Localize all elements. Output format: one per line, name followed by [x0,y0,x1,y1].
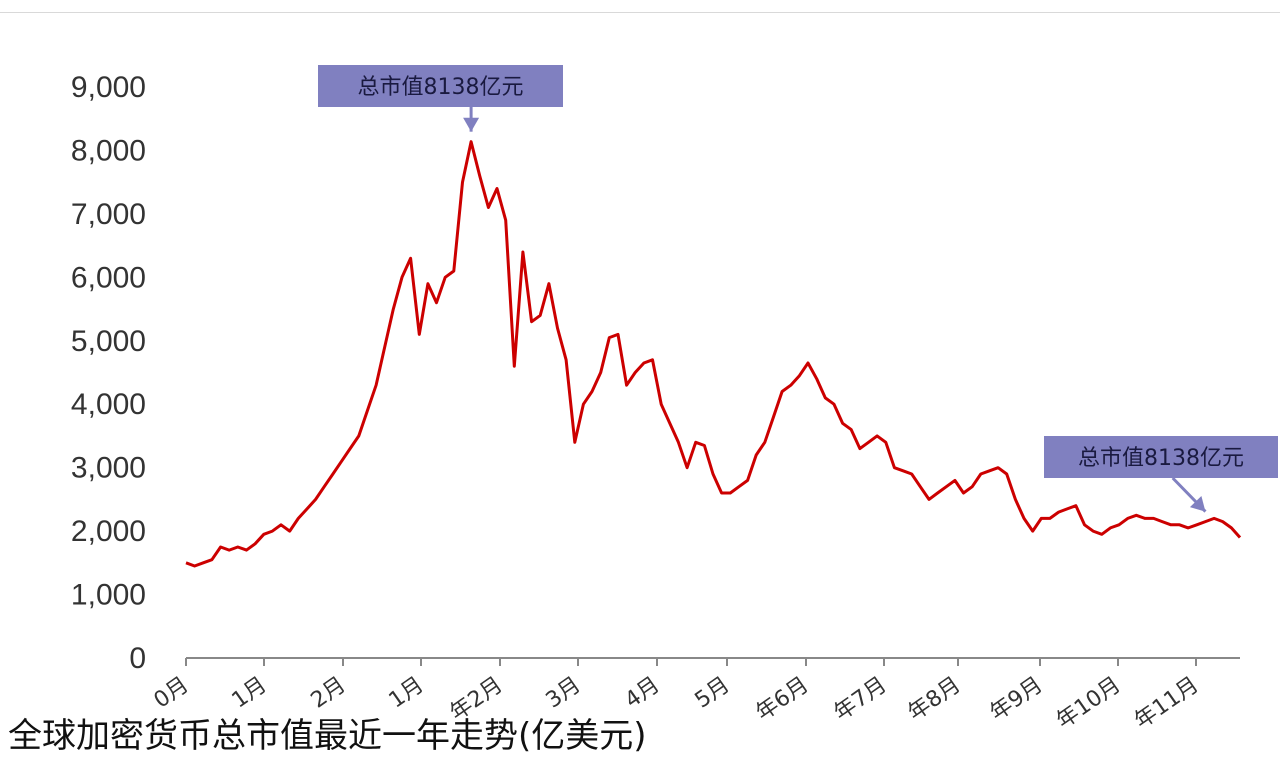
y-tick-label: 0 [129,642,146,675]
y-tick-label: 2,000 [71,515,146,548]
series-line [185,140,1242,568]
chart-caption: 全球加密货币总市值最近一年走势(亿美元) [8,716,647,756]
y-tick-label: 4,000 [71,388,146,421]
x-tick-label: 年10月 [1052,672,1125,734]
x-tick-label: 5月 [691,672,735,713]
annotation-box [1044,436,1278,478]
y-tick-label: 8,000 [71,134,146,167]
y-tick-label: 5,000 [71,325,146,358]
y-tick-label: 3,000 [71,452,146,485]
x-tick-label: 0月 [150,672,194,713]
x-tick-label: 1月 [228,672,272,713]
annotation-callout: 总市值8138亿元 [1044,436,1278,513]
x-tick-label: 年11月 [1130,672,1203,734]
annotation-callout: 总市值8138亿元 [318,65,563,132]
x-tick-label: 年6月 [752,672,814,726]
x-tick-label: 年9月 [986,672,1048,726]
y-tick-label: 9,000 [71,71,146,104]
top-divider [0,12,1280,13]
annotation-arrowhead [463,117,480,132]
x-tick-label: 2月 [307,672,351,713]
x-tick-label: 3月 [542,672,586,713]
y-axis-ticks: 0 1,000 2,000 3,000 4,000 5,000 6,000 7,000 8,00… [71,71,146,675]
x-tick-label: 4月 [621,672,665,713]
annotation-label: 总市值8138亿元 [1078,446,1244,471]
annotation-arrowhead [1189,495,1206,512]
y-tick-label: 7,000 [71,198,146,231]
y-tick-label: 6,000 [71,261,146,294]
y-tick-label: 1,000 [71,579,146,612]
annotation-box [318,65,563,107]
x-tick-label: 年8月 [904,672,966,726]
x-tick-label: 年7月 [830,672,892,726]
x-tick-label: 1月 [385,672,429,713]
annotation-label: 总市值8138亿元 [358,75,524,100]
